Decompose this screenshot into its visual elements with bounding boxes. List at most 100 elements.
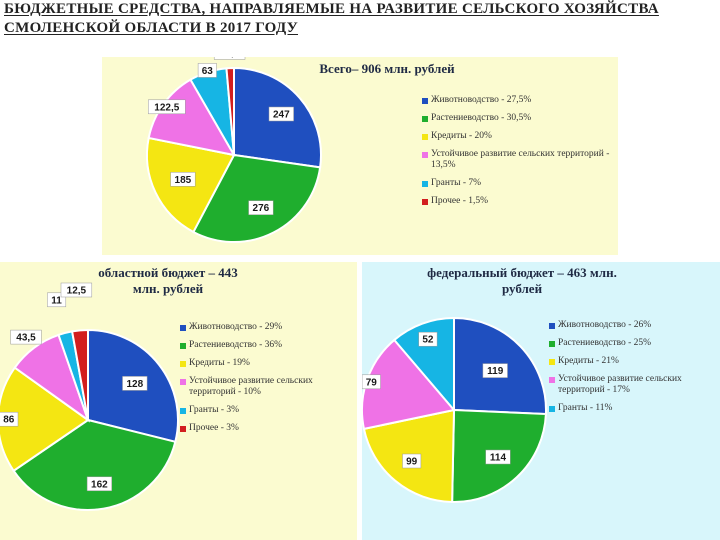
total-budget-legend-swatch-livestock [422, 98, 428, 104]
total-budget-legend-swatch-rural-development [422, 152, 428, 158]
total-budget-legend-swatch-crops [422, 116, 428, 122]
regional-budget-value-label-other: 12,5 [67, 286, 87, 297]
federal-budget-title: федеральный бюджет – 463 млн. рублей [427, 265, 617, 296]
regional-budget-legend-swatch-other [180, 426, 186, 432]
federal-budget-value-label-livestock: 119 [487, 366, 504, 377]
federal-budget-label-box-livestock [482, 363, 508, 378]
regional-budget-slice-crops [12, 418, 177, 511]
federal-budget-legend-item-livestock: Животноводство - 26% [549, 320, 719, 331]
regional-budget-chart-panel: 128 162 86 43,5 11 12,5 областной бюджет – 44… [0, 262, 357, 540]
federal-budget-pie: 119 114 99 79 52 [362, 316, 547, 504]
total-budget-value-label-crops: 276 [253, 203, 270, 214]
total-budget-label-box-loans [170, 172, 196, 187]
regional-budget-legend-swatch-loans [180, 361, 186, 367]
regional-budget-legend-swatch-crops [180, 343, 186, 349]
federal-budget-legend-label-crops: Растениеводство - 25% [558, 338, 652, 348]
federal-budget-value-label-loans: 99 [406, 457, 418, 468]
page-title: БЮДЖЕТНЫЕ СРЕДСТВА, НАПРАВЛЯЕМЫЕ НА РАЗВ… [4, 1, 659, 36]
total-budget-legend-label-grants: Гранты - 7% [431, 178, 482, 188]
total-budget-legend-swatch-grants [422, 181, 428, 187]
total-budget-slice-other [225, 66, 235, 156]
regional-budget-legend-label-livestock: Животноводство - 29% [189, 322, 283, 332]
regional-budget-slice-loans [0, 366, 90, 473]
federal-budget-legend-item-rural-development: Устойчивое развитие сельских территорий … [549, 374, 719, 396]
total-budget-legend-label-rural-development: Устойчивое развитие сельских территорий … [431, 149, 610, 170]
federal-budget-label-box-grants [418, 331, 438, 347]
regional-budget-title: областной бюджет – 443 млн. рублей [98, 265, 238, 296]
federal-budget-value-label-crops: 114 [490, 453, 507, 464]
federal-budget-label-box-rural-development [362, 374, 381, 390]
regional-budget-legend-swatch-grants [180, 408, 186, 414]
regional-budget-legend-item-loans: Кредиты - 19% [180, 358, 355, 369]
regional-budget-value-label-crops: 162 [91, 479, 108, 490]
regional-budget-legend-label-other: Прочее - 3% [189, 423, 239, 433]
federal-budget-legend-label-rural-development: Устойчивое развитие сельских территорий … [558, 374, 682, 395]
total-budget-label-box-livestock [268, 106, 294, 122]
federal-budget-legend-swatch-loans [549, 359, 555, 365]
total-budget-legend-label-other: Прочее - 1,5% [431, 196, 489, 206]
total-budget-legend-item-rural-development: Устойчивое развитие сельских территорий … [422, 149, 612, 171]
federal-budget-label-box-crops [485, 449, 511, 465]
total-budget-label-box-crops [248, 200, 274, 215]
federal-budget-legend-item-loans: Кредиты - 21% [549, 356, 719, 367]
federal-budget-legend-label-loans: Кредиты - 21% [558, 356, 619, 366]
total-budget-value-label-other: 12,5 [220, 57, 240, 59]
regional-budget-label-box-crops [86, 476, 112, 492]
total-budget-legend-item-other: Прочее - 1,5% [422, 196, 612, 207]
federal-budget-chart-panel: 119 114 99 79 52 федеральный бюджет – 463 мл… [362, 262, 720, 540]
regional-budget-legend-swatch-livestock [180, 325, 186, 331]
federal-budget-legend-label-grants: Гранты - 11% [558, 403, 613, 413]
regional-budget-label-box-loans [0, 411, 19, 427]
total-budget-slice-crops [192, 153, 322, 243]
federal-budget-legend-swatch-rural-development [549, 377, 555, 383]
total-budget-chart-panel: 247 276 185 122,5 63 12,5 Всего– 906 млн. руб… [102, 57, 618, 255]
regional-budget-label-box-rural-development [10, 329, 42, 345]
regional-budget-pie: 128 162 86 43,5 11 12,5 [0, 282, 179, 511]
total-budget-title: Всего– 906 млн. рублей [319, 61, 455, 76]
federal-budget-slice-grants [392, 316, 455, 413]
regional-budget-label-box-livestock [122, 376, 148, 391]
federal-budget-legend-swatch-crops [549, 341, 555, 347]
total-budget-legend-item-grants: Гранты - 7% [422, 178, 612, 189]
regional-budget-value-label-loans: 86 [3, 415, 15, 426]
federal-budget-legend-label-livestock: Животноводство - 26% [558, 320, 652, 330]
federal-budget-label-box-loans [402, 453, 422, 469]
total-budget-value-label-loans: 185 [175, 175, 192, 186]
total-budget-legend-swatch-other [422, 199, 428, 205]
total-budget-legend-item-crops: Растениеводство - 30,5% [422, 113, 612, 124]
federal-budget-legend-item-grants: Гранты - 11% [549, 403, 719, 414]
regional-budget-value-label-rural-development: 43,5 [16, 333, 36, 344]
total-budget-legend-label-livestock: Животноводство - 27,5% [431, 95, 532, 105]
regional-budget-slice-other [70, 328, 89, 421]
federal-budget-legend-swatch-livestock [549, 323, 555, 329]
total-budget-legend-label-crops: Растениеводство - 30,5% [431, 113, 532, 123]
total-budget-value-label-livestock: 247 [273, 110, 290, 121]
total-budget-label-box-grants [197, 63, 217, 78]
total-budget-legend-label-loans: Кредиты - 20% [431, 131, 492, 141]
regional-budget-legend-label-crops: Растениеводство - 36% [189, 340, 283, 350]
regional-budget-label-box-other [60, 282, 93, 298]
regional-budget-legend-swatch-rural-development [180, 379, 186, 385]
regional-budget-legend-label-grants: Гранты - 3% [189, 405, 240, 415]
regional-budget-legend-label-rural-development: Устойчивое развитие сельских территорий … [189, 376, 313, 397]
regional-budget-legend-item-crops: Растениеводство - 36% [180, 340, 355, 351]
regional-budget-value-label-grants: 11 [51, 295, 62, 306]
total-budget-label-box-rural-development [148, 99, 186, 115]
regional-budget-value-label-livestock: 128 [126, 379, 143, 390]
total-budget-value-label-grants: 63 [202, 66, 214, 77]
federal-budget-value-label-grants: 52 [422, 335, 434, 346]
total-budget-legend-item-loans: Кредиты - 20% [422, 131, 612, 142]
total-budget-legend: Животноводство - 27,5% Растениеводство - … [422, 95, 612, 214]
total-budget-pie: 247 276 185 122,5 63 12,5 [146, 57, 322, 243]
regional-budget-legend: Животноводство - 29% Растениеводство - 36… [180, 322, 355, 441]
total-budget-label-box-other [213, 57, 246, 60]
federal-budget-legend-item-crops: Растениеводство - 25% [549, 338, 719, 349]
regional-budget-legend-label-loans: Кредиты - 19% [189, 358, 250, 368]
total-budget-legend-swatch-loans [422, 134, 428, 140]
total-budget-value-label-rural-development: 122,5 [154, 102, 179, 113]
regional-budget-legend-item-other: Прочее - 3% [180, 423, 355, 434]
regional-budget-legend-item-livestock: Животноводство - 29% [180, 322, 355, 333]
federal-budget-value-label-rural-development: 79 [366, 377, 378, 388]
federal-budget-legend: Животноводство - 26% Растениеводство - 25… [549, 320, 719, 421]
regional-budget-legend-item-rural-development: Устойчивое развитие сельских территорий … [180, 376, 355, 398]
